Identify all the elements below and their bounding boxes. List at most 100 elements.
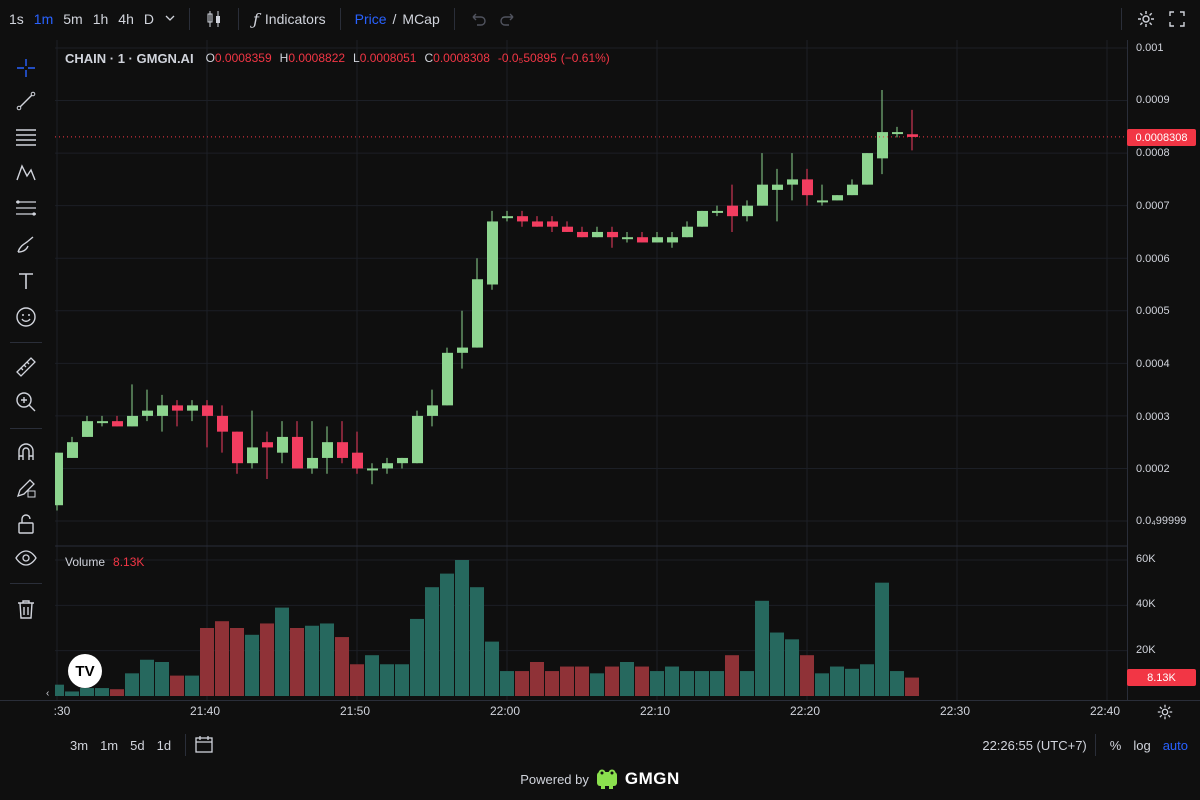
range-1d[interactable]: 1d bbox=[156, 737, 172, 753]
range-3m[interactable]: 3m bbox=[70, 737, 89, 753]
emoji-tool[interactable] bbox=[12, 303, 40, 331]
trend-line-tool[interactable] bbox=[12, 87, 40, 115]
toolbar-divider bbox=[10, 428, 42, 429]
text-tool[interactable] bbox=[12, 267, 40, 295]
timeframe-dropdown-chevron-icon[interactable] bbox=[159, 11, 181, 27]
volume-bar bbox=[95, 688, 109, 696]
range-1m[interactable]: 1m bbox=[100, 737, 119, 753]
high-label: H bbox=[279, 51, 289, 65]
indicators-button[interactable]: ƒ Indicators bbox=[247, 10, 332, 29]
timeframe-D[interactable]: D bbox=[143, 11, 154, 27]
lock-drawings-tool[interactable] bbox=[12, 474, 40, 502]
volume-bar bbox=[755, 600, 769, 696]
gmgn-brand[interactable]: GMGN bbox=[624, 769, 680, 788]
candle-body bbox=[592, 231, 603, 238]
price-tick: 0.0006 bbox=[1136, 253, 1170, 265]
candle-body bbox=[562, 226, 573, 232]
candle-body bbox=[907, 134, 918, 137]
timeframe-4h[interactable]: 4h bbox=[118, 11, 134, 27]
redo-button[interactable] bbox=[493, 10, 523, 28]
axis-settings-button[interactable] bbox=[1156, 703, 1174, 724]
volume-bar bbox=[680, 671, 694, 696]
candle-type-button[interactable] bbox=[198, 9, 230, 29]
volume-bar bbox=[575, 666, 589, 696]
tradingview-logo[interactable]: TV bbox=[68, 654, 102, 688]
price-axis[interactable]: 0.001 0.0009 0.0008 0.0007 0.0006 0.0005… bbox=[1127, 40, 1200, 700]
log-toggle[interactable]: log bbox=[1133, 737, 1151, 753]
crosshair-tool[interactable] bbox=[12, 54, 40, 82]
volume-bar bbox=[125, 673, 139, 696]
candle-body bbox=[352, 452, 363, 469]
open-value: 0.0008359 bbox=[214, 51, 272, 65]
low-label: L bbox=[353, 51, 360, 65]
candle-body bbox=[97, 421, 108, 424]
gear-icon bbox=[1157, 704, 1173, 720]
volume-bar bbox=[545, 671, 559, 696]
time-tick: :30 bbox=[53, 704, 71, 718]
volume-bar bbox=[500, 671, 514, 696]
undo-button[interactable] bbox=[463, 10, 493, 28]
visibility-tool[interactable] bbox=[12, 544, 40, 572]
date-range-button[interactable] bbox=[194, 734, 214, 757]
toolbar-divider bbox=[10, 583, 42, 584]
volume-bar bbox=[200, 628, 214, 696]
toolbar-separator bbox=[185, 734, 187, 756]
volume-bar bbox=[605, 666, 619, 696]
top-toolbar: 1s 1m 5m 1h 4h D ƒ Indicators Price / MC… bbox=[0, 0, 1200, 38]
candle-body bbox=[577, 231, 588, 238]
candle-body bbox=[142, 410, 153, 416]
range-5d[interactable]: 5d bbox=[130, 737, 145, 753]
chart-canvas[interactable] bbox=[55, 40, 1127, 700]
candle-body bbox=[877, 132, 888, 159]
auto-toggle[interactable]: auto bbox=[1162, 737, 1188, 753]
clock[interactable]: 22:26:55 (UTC+7) bbox=[982, 737, 1087, 753]
volume-bar bbox=[620, 662, 634, 696]
volume-bar bbox=[245, 634, 259, 696]
price-mcap-toggle[interactable]: Price / MCap bbox=[349, 11, 446, 27]
candle-body bbox=[772, 184, 783, 190]
candle-body bbox=[472, 279, 483, 348]
high-value: 0.0008822 bbox=[288, 51, 346, 65]
candle-body bbox=[712, 210, 723, 213]
magnet-icon bbox=[18, 443, 34, 460]
ruler-icon bbox=[16, 357, 36, 377]
volume-bar bbox=[55, 684, 64, 696]
horizontal-lines-tool[interactable] bbox=[12, 123, 40, 151]
candle-body bbox=[457, 347, 468, 353]
powered-by: Powered by GMGN bbox=[0, 768, 1200, 790]
settings-button[interactable] bbox=[1130, 9, 1162, 29]
fullscreen-button[interactable] bbox=[1162, 10, 1192, 28]
volume-tick: 20K bbox=[1136, 644, 1156, 656]
trend-line-icon bbox=[16, 91, 36, 111]
volume-bar bbox=[230, 628, 244, 696]
timeframe-1h[interactable]: 1h bbox=[92, 11, 109, 27]
volume-bar bbox=[260, 623, 274, 696]
magnet-tool[interactable] bbox=[12, 438, 40, 466]
mcap-option[interactable]: MCap bbox=[402, 11, 440, 27]
delete-drawings-tool[interactable] bbox=[12, 595, 40, 623]
volume-bar bbox=[395, 664, 409, 696]
percent-toggle[interactable]: % bbox=[1109, 737, 1122, 753]
calendar-icon bbox=[195, 735, 213, 753]
unlock-icon bbox=[18, 514, 34, 534]
symbol-title[interactable]: CHAIN · 1 · GMGN.AI bbox=[65, 51, 194, 66]
fib-tool[interactable] bbox=[12, 195, 40, 223]
time-axis[interactable]: :30 21:40 21:50 22:00 22:10 22:20 22:30 … bbox=[53, 700, 1127, 722]
ruler-tool[interactable] bbox=[12, 353, 40, 381]
fib-icon bbox=[16, 200, 36, 216]
timeframe-1m[interactable]: 1m bbox=[33, 11, 54, 27]
volume-bar bbox=[290, 628, 304, 696]
brush-icon bbox=[17, 236, 34, 253]
brush-tool[interactable] bbox=[12, 231, 40, 259]
lock-tool[interactable] bbox=[12, 510, 40, 538]
timeframe-5m[interactable]: 5m bbox=[63, 11, 83, 27]
horizontal-lines-icon bbox=[16, 129, 36, 146]
scroll-left-icon[interactable]: ‹ bbox=[46, 688, 50, 699]
price-option[interactable]: Price bbox=[354, 11, 387, 27]
time-tick: 22:20 bbox=[789, 704, 821, 718]
candle-body bbox=[217, 415, 228, 432]
timeframe-1s[interactable]: 1s bbox=[9, 11, 24, 27]
pattern-tool[interactable] bbox=[12, 159, 40, 187]
volume-bar bbox=[170, 675, 184, 696]
zoom-tool[interactable] bbox=[12, 388, 40, 416]
